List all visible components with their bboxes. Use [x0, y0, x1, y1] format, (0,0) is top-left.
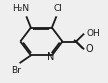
Text: Br: Br [11, 66, 21, 75]
Text: H₂N: H₂N [12, 4, 29, 13]
Text: O: O [86, 44, 93, 54]
Text: OH: OH [87, 29, 100, 38]
Text: N: N [47, 52, 54, 62]
Text: Cl: Cl [54, 4, 63, 13]
